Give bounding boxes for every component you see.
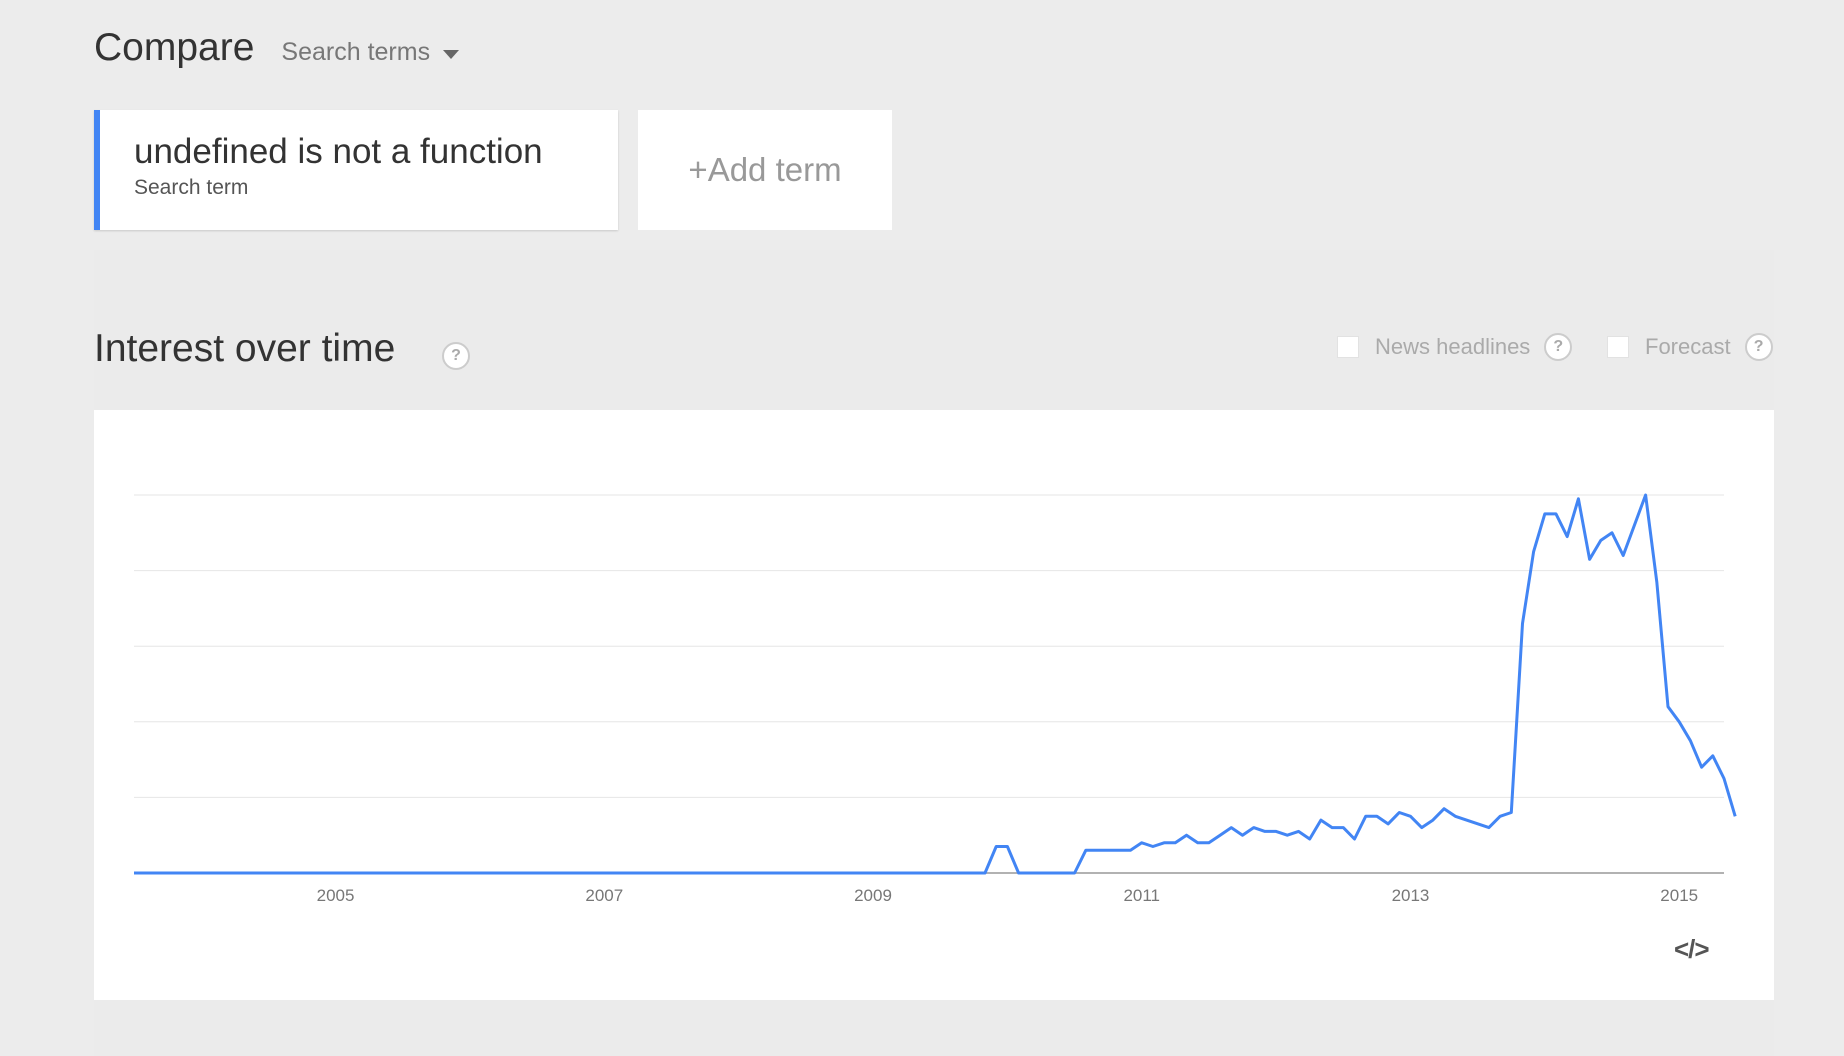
- x-tick-label: 2013: [1392, 886, 1430, 905]
- search-term-subtitle: Search term: [134, 176, 249, 199]
- compare-header: Compare Search terms: [94, 26, 460, 70]
- caret-down-icon: [443, 50, 460, 59]
- x-tick-label: 2015: [1660, 886, 1698, 905]
- search-terms-dropdown-label: Search terms: [281, 38, 431, 66]
- x-tick-label: 2011: [1123, 886, 1160, 905]
- add-term-button[interactable]: + Add term: [638, 110, 892, 230]
- x-tick-label: 2007: [585, 886, 623, 905]
- interest-chart: 2005 2007 2009 2011 2013 2015: [134, 493, 1737, 905]
- forecast-label: Forecast: [1645, 334, 1731, 359]
- forecast-checkbox[interactable]: [1607, 336, 1629, 358]
- news-headlines-checkbox[interactable]: [1337, 336, 1359, 358]
- section-title: Interest over time: [94, 327, 396, 370]
- embed-code-icon[interactable]: </>: [1674, 934, 1710, 964]
- forecast-help-icon[interactable]: ?: [1744, 333, 1773, 361]
- news-headlines-help-icon[interactable]: ?: [1544, 333, 1573, 361]
- news-headlines-option: News headlines ?: [1337, 333, 1573, 361]
- news-headlines-label: News headlines: [1375, 334, 1531, 359]
- plus-icon: +: [688, 151, 708, 188]
- x-tick-label: 2009: [854, 886, 892, 905]
- search-term-name: undefined is not a function: [134, 132, 543, 171]
- x-tick-label: 2005: [317, 886, 355, 905]
- search-terms-dropdown[interactable]: Search terms: [281, 38, 460, 67]
- interest-chart-panel: 2005 2007 2009 2011 2013 2015 </>: [94, 410, 1774, 1000]
- series-line: [134, 493, 1737, 875]
- help-icon[interactable]: ?: [442, 342, 470, 370]
- search-term-card[interactable]: undefined is not a function Search term: [94, 110, 618, 230]
- add-term-label: Add term: [707, 151, 842, 188]
- forecast-option: Forecast ?: [1607, 333, 1773, 361]
- compare-title: Compare: [94, 26, 255, 69]
